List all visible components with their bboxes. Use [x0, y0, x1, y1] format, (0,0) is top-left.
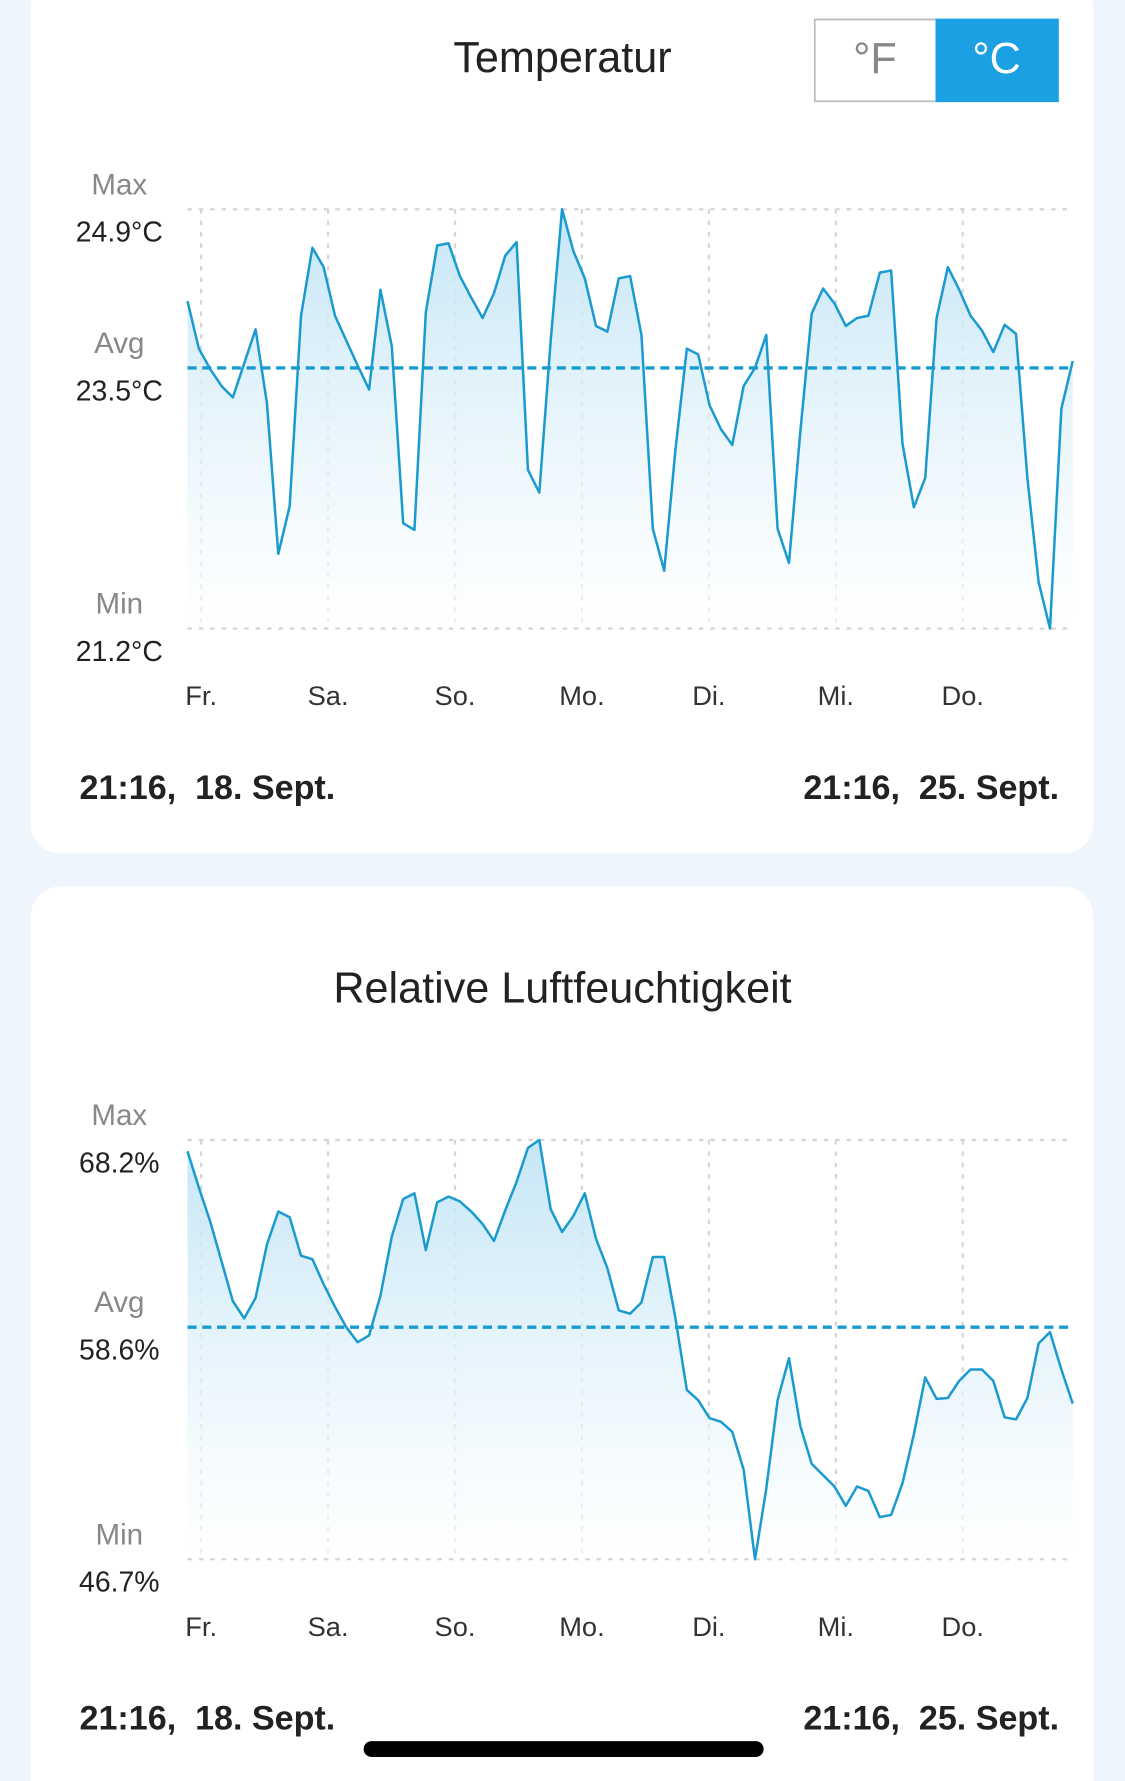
y-tick-title: Min: [96, 1518, 144, 1551]
end-date: 21:16, 25. Sept.: [803, 1700, 1059, 1738]
x-tick-label: Di.: [692, 1611, 725, 1642]
y-tick-label: 58.6%: [79, 1335, 160, 1367]
y-tick-title: Avg: [94, 1286, 144, 1319]
y-tick-title: Max: [91, 168, 147, 201]
y-tick-label: 21.2°C: [76, 636, 163, 668]
end-date: 21:16, 25. Sept.: [803, 769, 1059, 807]
y-tick-label: 23.5°C: [76, 375, 163, 407]
x-tick-label: Mi.: [818, 680, 854, 711]
toggle-button[interactable]: °C: [935, 18, 1059, 103]
x-tick-label: Mo.: [559, 680, 604, 711]
home-indicator: [363, 1741, 764, 1757]
x-tick-label: So.: [435, 1611, 476, 1642]
x-tick-label: Mo.: [559, 1611, 604, 1642]
x-tick-label: So.: [435, 680, 476, 711]
y-tick-title: Avg: [94, 327, 144, 360]
start-date: 21:16, 18. Sept.: [80, 1700, 336, 1738]
chart-title: Temperatur: [453, 34, 671, 82]
y-tick-label: 46.7%: [79, 1567, 160, 1599]
area: [187, 1139, 1073, 1560]
x-tick-label: Fr.: [185, 680, 217, 711]
y-tick-title: Max: [91, 1099, 147, 1132]
line: [186, 1138, 1074, 1561]
toggle-button[interactable]: °F: [813, 18, 938, 103]
line: [186, 208, 1074, 630]
toggle-button-bg[interactable]: [813, 18, 938, 103]
y-tick-label: 24.9°C: [76, 217, 163, 249]
area: [187, 209, 1073, 629]
y-tick-label: 68.2%: [79, 1147, 160, 1179]
chart-title: Relative Luftfeuchtigkeit: [333, 964, 791, 1012]
start-date: 21:16, 18. Sept.: [80, 769, 336, 807]
x-tick-label: Do.: [942, 680, 984, 711]
toggle-label[interactable]: °F: [853, 35, 897, 83]
toggle-label[interactable]: °C: [972, 35, 1020, 83]
x-tick-label: Sa.: [308, 1611, 349, 1642]
x-tick-label: Sa.: [308, 680, 349, 711]
x-tick-label: Di.: [692, 680, 725, 711]
x-tick-label: Fr.: [185, 1611, 217, 1642]
y-tick-title: Min: [96, 588, 144, 621]
unit-toggle: °F °C: [813, 18, 1059, 103]
charts: Temperatur Fr. Sa. So. Mo. Di. Mi. Do. Max 24.9°C…: [76, 34, 1074, 1738]
x-tick-label: Do.: [942, 1611, 984, 1642]
x-tick-label: Mi.: [818, 1611, 854, 1642]
toggle-button-bg[interactable]: [935, 18, 1059, 103]
